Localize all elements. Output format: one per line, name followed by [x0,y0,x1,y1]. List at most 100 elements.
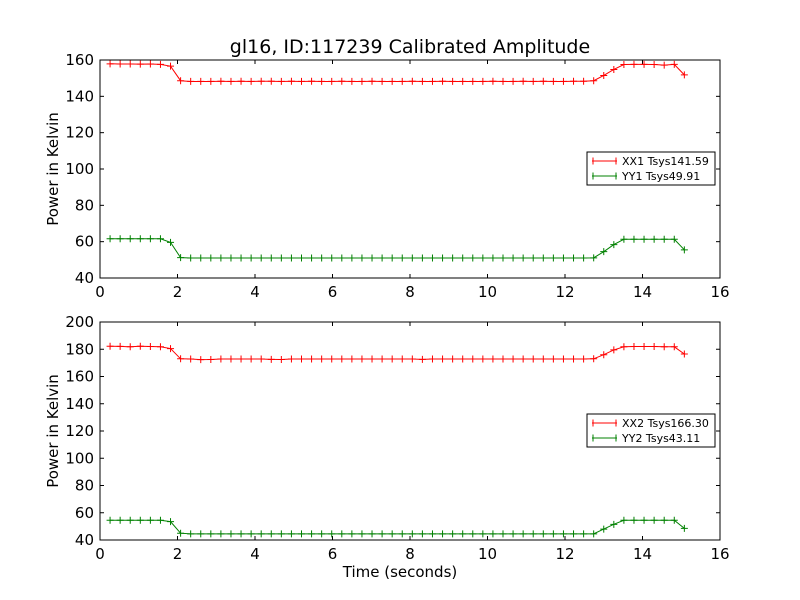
data-point-marker [590,77,598,85]
y-tick-label: 140 [65,87,94,105]
y-tick-label: 100 [65,449,94,467]
data-point-marker [217,77,225,85]
data-point-marker [106,342,114,350]
data-point-marker [318,355,326,363]
data-point-marker [449,254,457,262]
data-point-marker [489,254,497,262]
data-point-marker [590,355,598,363]
y-tick-label: 40 [75,531,94,549]
data-point-marker [670,343,678,351]
legend-label: YY2 Tsys43.11 [621,432,700,445]
data-point-marker [408,77,416,85]
data-point-marker [620,235,628,243]
data-point-marker [479,355,487,363]
data-point-marker [227,254,235,262]
x-tick-label: 16 [710,545,729,563]
y-tick-label: 120 [65,422,94,440]
data-point-marker [368,77,376,85]
data-point-marker [277,77,285,85]
data-point-marker [116,235,124,243]
data-point-marker [116,60,124,68]
data-point-marker [650,61,658,69]
data-point-marker [509,254,517,262]
data-point-marker [398,355,406,363]
data-point-marker [388,77,396,85]
y-axis-label: Power in Kelvin [44,374,62,488]
data-point-marker [167,518,175,526]
y-tick-label: 60 [75,233,94,251]
data-point-marker [328,254,336,262]
data-point-marker [489,530,497,538]
data-point-marker [469,254,477,262]
x-tick-label: 0 [95,283,105,301]
series-line-yy [110,519,685,535]
data-point-marker [136,235,144,243]
data-point-marker [187,254,195,262]
legend-box [586,413,716,448]
data-point-marker [388,355,396,363]
data-point-marker [177,77,185,85]
x-tick-label: 8 [405,545,415,563]
top-panel: 40 60 80 100 120 140 160 0 2 4 6 8 10 12 14 16 Power in … [44,51,730,301]
data-point-marker [298,254,305,262]
data-point-marker [650,343,658,351]
data-point-marker [469,530,477,538]
data-point-marker [156,60,164,68]
data-point-marker [640,60,648,68]
data-point-marker [287,530,295,538]
data-point-marker [348,254,356,262]
data-point-marker [630,60,638,68]
data-point-marker [660,343,668,351]
data-point-marker [439,77,447,85]
data-point-marker [529,530,537,538]
data-point-marker [277,530,285,538]
data-point-marker [449,530,457,538]
data-point-marker [499,77,507,85]
y-tick-label: 120 [65,124,94,142]
data-point-marker [570,355,578,363]
data-point-marker [156,235,164,243]
data-point-marker [680,524,688,532]
y-tick-label: 180 [65,340,94,358]
series-line-xx [110,345,685,361]
y-tick-label: 60 [75,504,94,522]
data-point-marker [338,530,346,538]
data-point-marker [408,530,416,538]
data-point-marker [167,238,175,246]
data-point-marker [610,241,618,249]
data-point-marker [600,71,608,79]
data-point-marker [519,254,527,262]
data-point-marker [247,355,255,363]
data-point-marker [529,77,537,85]
data-point-marker [338,254,346,262]
data-point-marker [177,529,185,537]
data-point-marker [308,254,316,262]
y-tick-label: 40 [75,269,94,287]
data-point-marker [469,77,477,85]
data-point-marker [479,530,487,538]
data-point-marker [428,355,436,363]
data-point-marker [267,254,275,262]
data-point-marker [126,235,134,243]
data-point-marker [277,254,285,262]
data-point-marker [116,516,124,524]
data-point-marker [308,77,316,85]
data-point-marker [519,77,527,85]
data-point-marker [499,530,507,538]
data-point-marker [237,77,245,85]
data-point-marker [388,254,396,262]
data-point-marker [146,60,154,68]
data-point-marker [237,530,245,538]
x-tick-label: 16 [710,283,729,301]
data-point-marker [408,355,416,363]
data-point-marker [680,71,688,79]
data-point-marker [650,235,658,243]
data-point-marker [287,254,295,262]
x-tick-label: 6 [328,283,338,301]
legend-label: XX1 Tsys141.59 [622,155,709,168]
data-point-marker [640,516,648,524]
data-point-marker [580,530,588,538]
legend: XX2 Tsys166.30 YY2 Tsys43.11 [586,413,716,448]
legend-label: YY1 Tsys49.91 [621,170,700,183]
